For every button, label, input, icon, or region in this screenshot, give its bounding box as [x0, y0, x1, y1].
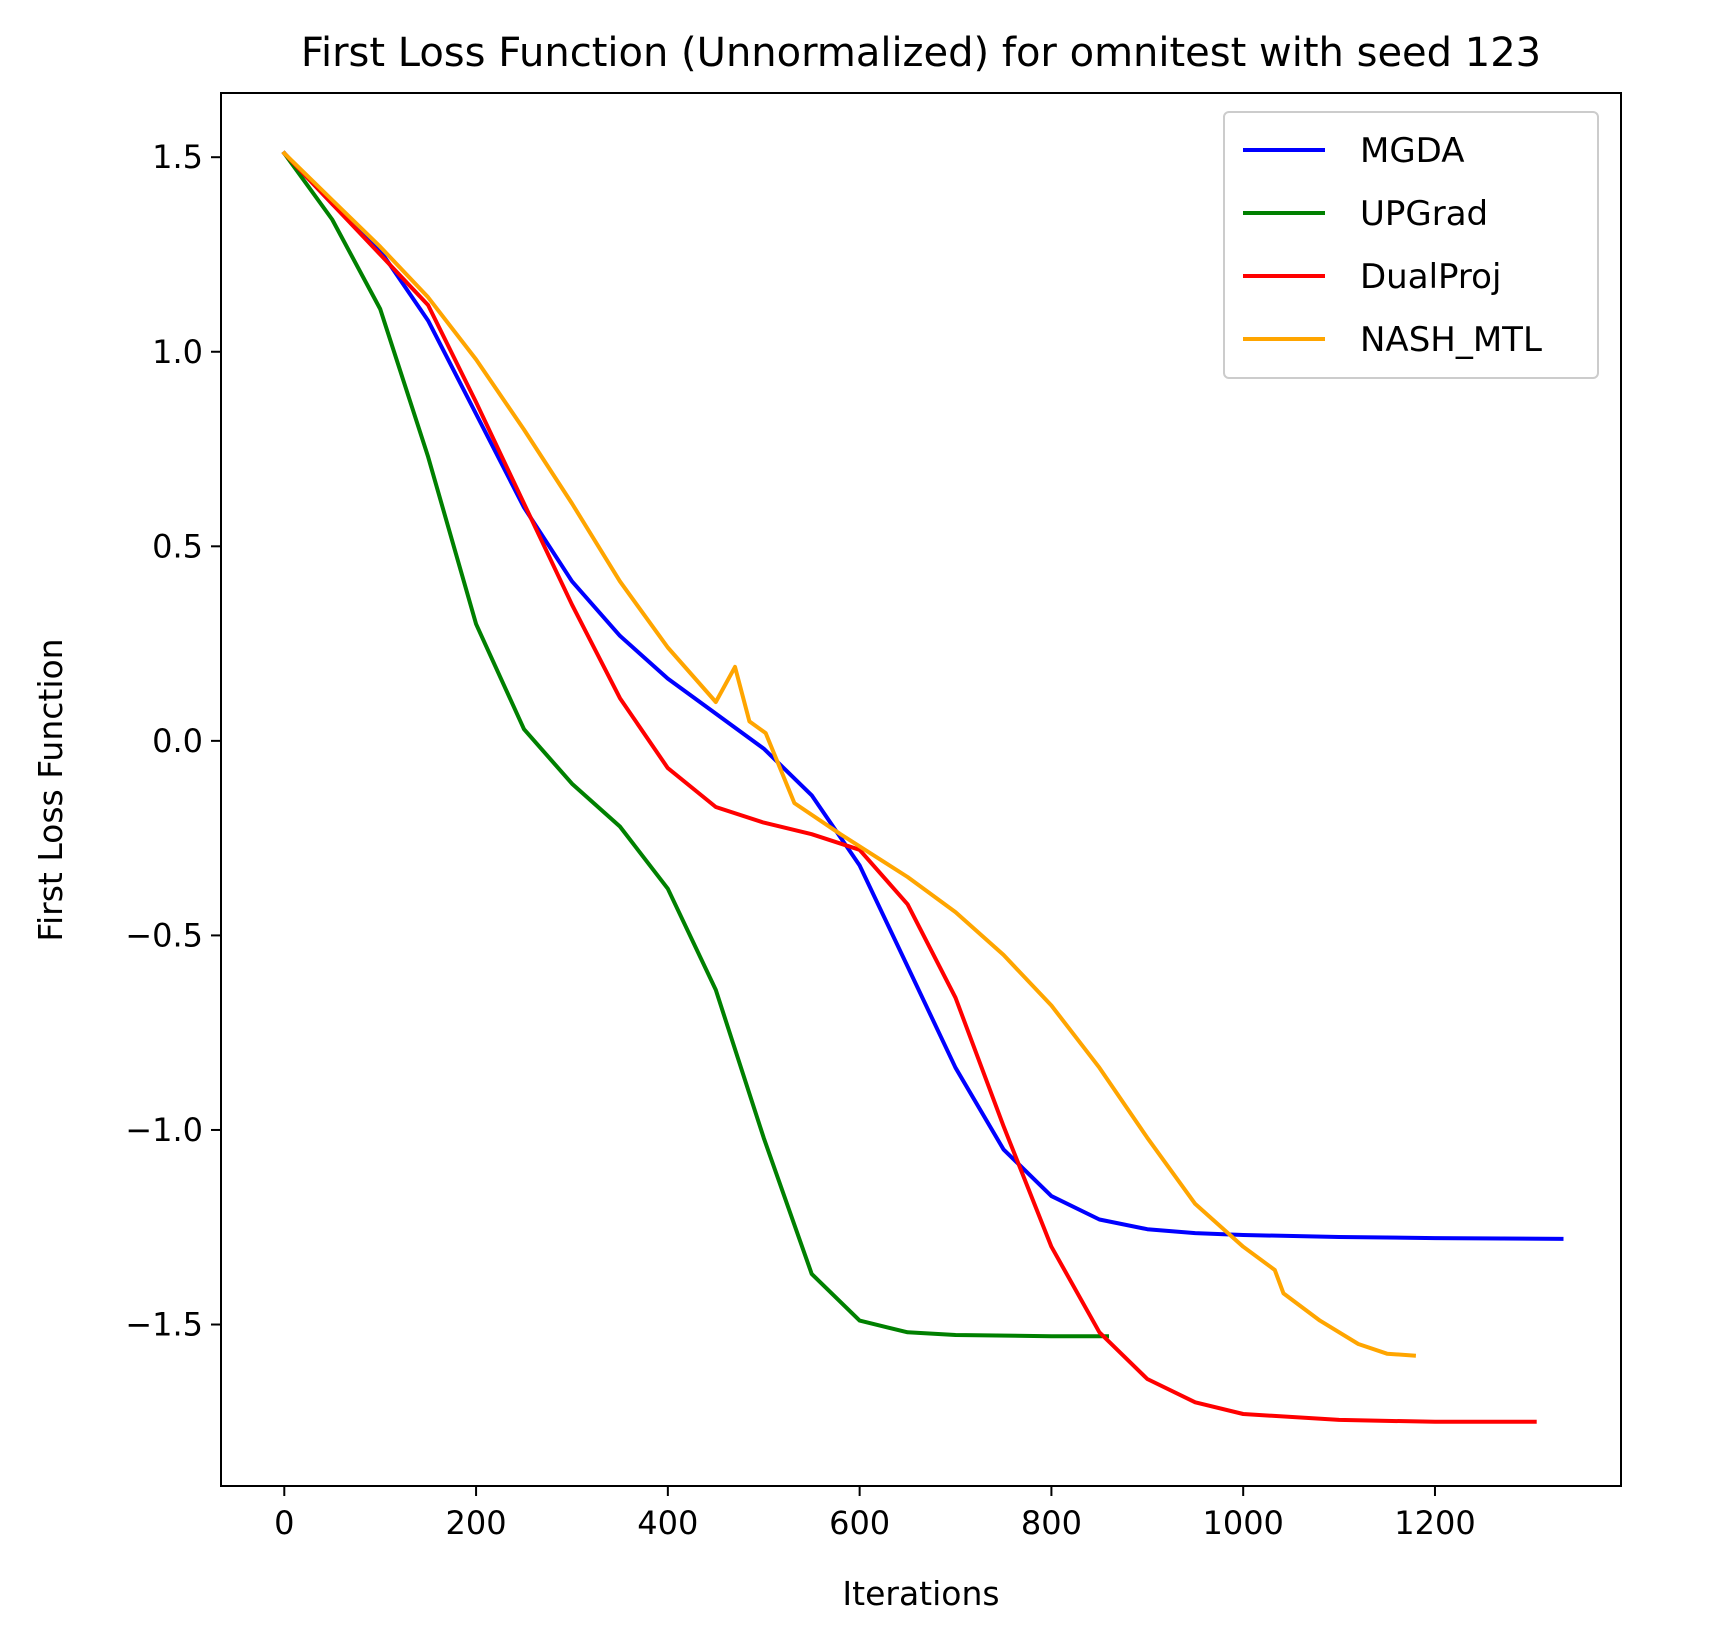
y-axis-ticks: 1.5 1.0 0.5 0.0 −0.5 −1.0 −1.5 — [125, 138, 221, 1344]
x-axis-title: Iterations — [842, 1574, 999, 1613]
y-tick-label: 1.5 — [152, 138, 203, 176]
x-tick-label: 600 — [829, 1504, 890, 1542]
x-tick-label: 0 — [274, 1504, 294, 1542]
series-line-nash-mtl — [281, 150, 1417, 1358]
series-line-dualproj — [281, 150, 1537, 1424]
legend-label: NASH_MTL — [1360, 320, 1542, 360]
x-axis-ticks: 0 200 400 600 800 1000 1200 — [274, 1486, 1476, 1542]
x-tick-label: 1200 — [1394, 1504, 1475, 1542]
y-tick-label: −1.5 — [125, 1306, 203, 1344]
y-tick-label: −0.5 — [125, 916, 203, 954]
x-tick-label: 200 — [446, 1504, 507, 1542]
chart-title: First Loss Function (Unnormalized) for o… — [301, 30, 1541, 76]
y-tick-label: 1.0 — [152, 333, 203, 371]
x-tick-label: 400 — [637, 1504, 698, 1542]
legend-box — [1223, 111, 1599, 379]
legend-label: DualProj — [1360, 257, 1501, 297]
legend-label: UPGrad — [1360, 194, 1488, 234]
x-tick-label: 1000 — [1202, 1504, 1283, 1542]
x-tick-label: 800 — [1021, 1504, 1082, 1542]
plot-frame — [220, 92, 1622, 1487]
y-tick-label: 0.0 — [152, 722, 203, 760]
legend-label: MGDA — [1360, 131, 1465, 171]
y-axis-title: First Loss Function — [31, 638, 70, 941]
legend: MGDA UPGrad DualProj NASH_MTL — [1223, 111, 1599, 379]
y-tick-label: −1.0 — [125, 1111, 203, 1149]
plot-lines — [281, 150, 1564, 1424]
y-tick-label: 0.5 — [152, 527, 203, 565]
legend-items: MGDA UPGrad DualProj NASH_MTL — [1243, 131, 1542, 360]
series-line-upgrad — [281, 150, 1109, 1339]
